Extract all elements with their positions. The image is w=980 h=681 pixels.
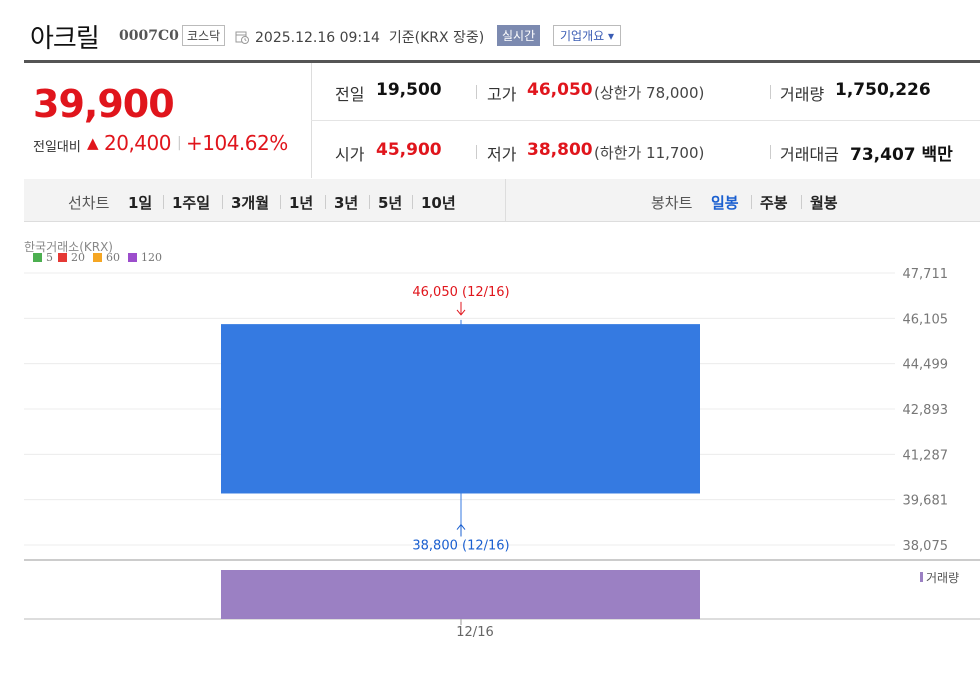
change-label: 전일대비: [33, 140, 81, 155]
period-1d[interactable]: 1일: [128, 194, 153, 212]
period-3m[interactable]: 3개월: [231, 194, 270, 212]
period-1y[interactable]: 1년: [289, 194, 314, 212]
y-tick-label: 39,681: [903, 494, 949, 509]
volume-legend-swatch: [920, 572, 923, 582]
legend-label: 5: [46, 251, 53, 264]
y-tick-label: 44,499: [903, 358, 949, 373]
realtime-button[interactable]: 실시간: [497, 25, 541, 46]
stock-code: 0007C0: [119, 28, 179, 44]
prev-close-label: 전일: [335, 85, 365, 104]
volume-bars: 거래량: [221, 570, 959, 619]
y-tick-label: 38,075: [903, 539, 949, 554]
legend-label: 60: [106, 251, 120, 264]
volume-legend-label: 거래량: [926, 571, 959, 585]
divider: [280, 195, 281, 209]
prev-close-value: 19,500: [376, 80, 442, 100]
period-line-chart[interactable]: 선차트: [68, 194, 110, 212]
divider: [801, 195, 802, 209]
current-price: 39,900: [33, 82, 175, 126]
change-value: 20,400: [104, 131, 171, 155]
candles: [221, 319, 700, 525]
divider: [770, 85, 771, 99]
divider: |: [177, 135, 182, 151]
low-arrow-icon: [456, 523, 466, 537]
candle-weekly[interactable]: 주봉: [760, 194, 788, 212]
open-value: 45,900: [376, 140, 442, 160]
volume-value: 1,750,226: [835, 80, 931, 100]
divider: [751, 195, 752, 209]
y-tick-label: 41,287: [903, 448, 949, 463]
upper-limit: (상한가 78,000): [594, 84, 705, 102]
annotations: 46,050 (12/16) 38,800 (12/16): [412, 285, 509, 554]
period-3y[interactable]: 3년: [334, 194, 359, 212]
source-label: 한국거래소(KRX): [24, 240, 113, 254]
stock-name: 아크릴: [30, 24, 100, 54]
divider: [222, 195, 223, 209]
amount-label: 거래대금: [780, 145, 839, 164]
quote-datetime: 2025.12.16 09:14 기준(KRX 장중): [255, 30, 485, 46]
legend-swatch: [93, 253, 102, 262]
divider: [770, 145, 771, 159]
divider: [505, 179, 506, 221]
ma-legend: 5 20 60 120: [33, 251, 162, 264]
candle-chart-label: 봉차트: [651, 194, 693, 212]
y-tick-label: 47,711: [903, 267, 949, 282]
high-value: 46,050: [527, 80, 593, 100]
low-annotation: 38,800 (12/16): [412, 539, 509, 554]
high-arrow-icon: [456, 301, 466, 316]
divider: [369, 195, 370, 209]
divider: [412, 195, 413, 209]
legend-label: 20: [71, 251, 85, 264]
divider: [476, 145, 477, 159]
lower-limit: (하한가 11,700): [594, 144, 705, 162]
y-tick-label: 42,893: [903, 403, 949, 418]
x-tick-label: 12/16: [456, 625, 493, 640]
candle-daily[interactable]: 일봉: [711, 194, 739, 212]
volume-bar: [221, 570, 700, 619]
low-value: 38,800: [527, 140, 593, 160]
market-badge: 코스닥: [182, 25, 226, 46]
legend-label: 120: [141, 251, 162, 264]
x-axis: 12/16: [456, 619, 494, 640]
low-label: 저가: [487, 145, 517, 164]
high-label: 고가: [487, 85, 517, 104]
candle-body: [221, 324, 700, 494]
divider: [163, 195, 164, 209]
company-overview-dropdown[interactable]: 기업개요 ▾: [553, 25, 621, 46]
volume-label: 거래량: [780, 85, 825, 104]
period-5y[interactable]: 5년: [378, 194, 403, 212]
y-tick-label: 46,105: [903, 312, 949, 327]
candlestick-chart: 47,711 46,105 44,499 42,893 41,287 39,681 38,0…: [24, 240, 980, 640]
high-annotation: 46,050 (12/16): [412, 285, 509, 300]
legend-swatch: [128, 253, 137, 262]
divider: [325, 195, 326, 209]
period-10y[interactable]: 10년: [421, 194, 456, 212]
candle-monthly[interactable]: 월봉: [810, 194, 838, 212]
up-arrow-icon: ▲: [87, 134, 99, 152]
divider: [476, 85, 477, 99]
y-axis-ticks: 47,711 46,105 44,499 42,893 41,287 39,681 38,0…: [903, 267, 949, 554]
legend-swatch: [33, 253, 42, 262]
row-divider: [311, 120, 980, 121]
period-1w[interactable]: 1주일: [172, 194, 211, 212]
legend-swatch: [58, 253, 67, 262]
change-percent: +104.62%: [186, 131, 288, 155]
period-bar: [24, 179, 980, 222]
amount-value: 73,407 백만: [850, 145, 953, 165]
calendar-clock-icon: [235, 31, 249, 44]
open-label: 시가: [335, 145, 365, 164]
